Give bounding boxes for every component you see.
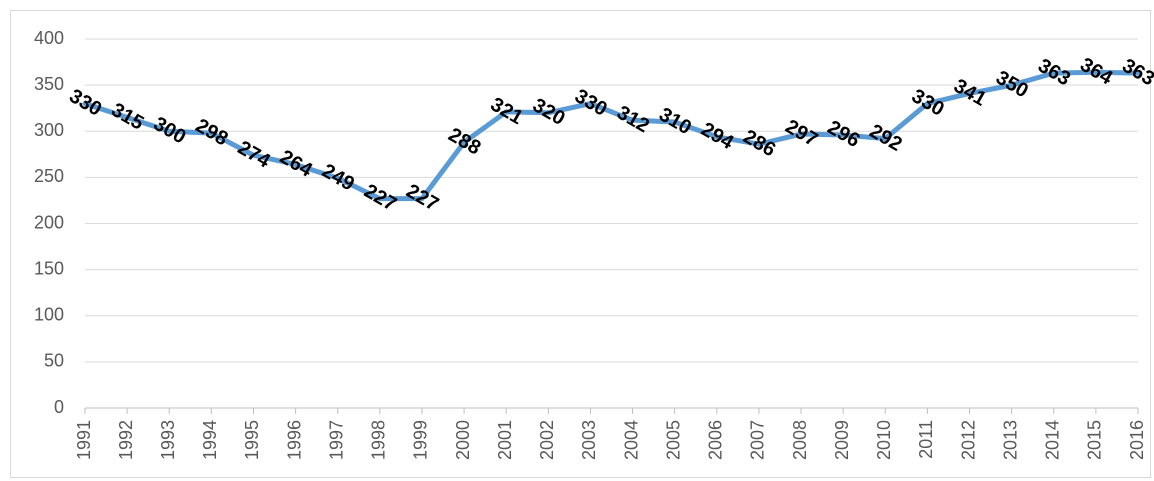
x-tick-label: 1998 (369, 420, 389, 460)
x-tick-label: 2015 (1085, 420, 1105, 460)
y-tick-label: 400 (34, 28, 64, 48)
y-tick-label: 300 (34, 120, 64, 140)
y-tick-label: 250 (34, 166, 64, 186)
x-tick-label: 2014 (1043, 420, 1063, 460)
y-tick-label: 100 (34, 305, 64, 325)
y-tick-label: 200 (34, 212, 64, 232)
y-tick-label: 0 (54, 397, 64, 417)
x-tick-label: 1999 (411, 420, 431, 460)
x-tick-label: 2009 (832, 420, 852, 460)
x-tick-label: 2012 (958, 420, 978, 460)
y-tick-label: 150 (34, 258, 64, 278)
x-tick-label: 2001 (495, 420, 515, 460)
x-tick-label: 1991 (74, 420, 94, 460)
x-tick-label: 1994 (200, 420, 220, 460)
x-tick-label: 2004 (621, 420, 641, 460)
chart-border (10, 10, 1151, 478)
x-tick-label: 1995 (242, 420, 262, 460)
x-tick-label: 1993 (158, 420, 178, 460)
series-line (82, 69, 1141, 202)
y-tick-label: 50 (44, 351, 64, 371)
x-tick-label: 2003 (579, 420, 599, 460)
x-tick-label: 2005 (663, 420, 683, 460)
x-tick-label: 2002 (537, 420, 557, 460)
x-tick-label: 1997 (326, 420, 346, 460)
x-tick-label: 1992 (116, 420, 136, 460)
x-tick-label: 2006 (706, 420, 726, 460)
x-tick-label: 2008 (790, 420, 810, 460)
x-tick-label: 2007 (748, 420, 768, 460)
x-tick-label: 2010 (874, 420, 894, 460)
x-tick-label: 2013 (1000, 420, 1020, 460)
x-tick-label: 1996 (284, 420, 304, 460)
y-tick-label: 350 (34, 74, 64, 94)
x-tick-label: 2000 (453, 420, 473, 460)
x-tick-label: 2011 (916, 420, 936, 459)
x-tick-label: 2016 (1127, 420, 1147, 460)
